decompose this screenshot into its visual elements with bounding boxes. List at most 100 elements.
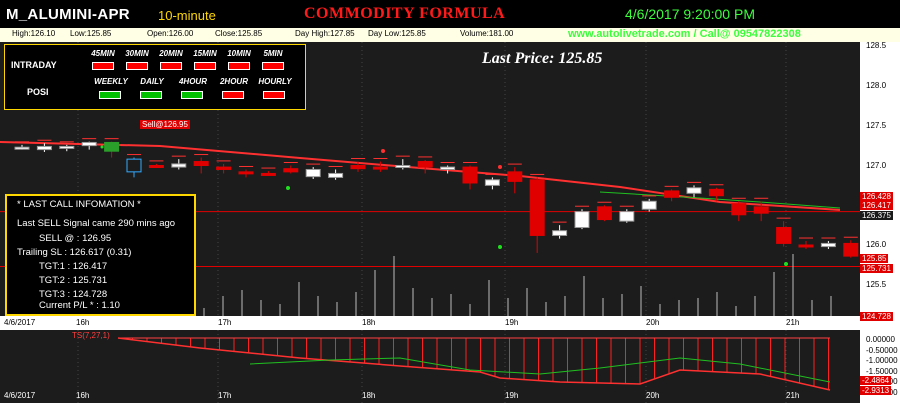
signal-indicator-45min: [92, 62, 114, 70]
sell-dot: [498, 165, 502, 169]
date-label: 20h: [646, 318, 660, 327]
date-label: 20h: [646, 391, 660, 400]
indicator-tick: -1.50000: [866, 366, 898, 376]
candle: [81, 141, 97, 147]
ts-indicator-label: TS(7,27,1): [72, 331, 110, 340]
signal-indicator-2hour: [222, 91, 244, 99]
high-value: High:126.10: [12, 29, 56, 38]
candle: [820, 242, 836, 248]
candle: [529, 179, 545, 236]
candle: [14, 146, 30, 150]
indicator-tag: -2.9313: [860, 386, 892, 395]
price-tick: 127.0: [866, 160, 887, 170]
candle: [596, 206, 612, 221]
date-label: 4/6/2017: [4, 318, 36, 327]
candle: [59, 145, 75, 149]
signal-label-2hour: 2HOUR: [219, 77, 248, 86]
candle: [686, 187, 702, 194]
candle: [238, 171, 254, 175]
price-tag: 126.417: [860, 201, 893, 210]
target-2: TGT:2 : 125.731: [39, 275, 108, 286]
low-value: Low:125.85: [70, 29, 112, 38]
signal-label-20min: 20MIN: [159, 49, 183, 58]
target-3: TGT:3 : 124.728: [39, 289, 108, 300]
ohlc-info-bar: High:126.10 Low:125.85 Open:126.00 Close…: [0, 28, 900, 42]
brand-title: COMMODITY FORMULA: [304, 5, 506, 22]
candle: [126, 158, 142, 173]
signal-label-45min: 45MIN: [91, 49, 115, 58]
sell-price: SELL @ : 126.95: [39, 233, 112, 244]
price-tick: 125.5: [866, 279, 887, 289]
indicator-tag: -2.4864: [860, 376, 892, 385]
intraday-label: INTRADAY: [11, 60, 57, 70]
candle: [260, 172, 276, 176]
candle: [619, 211, 635, 222]
candle: [104, 141, 120, 152]
date-label: 19h: [505, 318, 519, 327]
ts-line: [117, 337, 831, 391]
date-label: 16h: [76, 391, 90, 400]
signal-label-4hour: 4HOUR: [178, 77, 207, 86]
date-label: 16h: [76, 318, 90, 327]
indicator-tick: -0.50000: [866, 345, 898, 355]
signal-label-15min: 15MIN: [193, 49, 217, 58]
signal-label-5min: 5MIN: [263, 49, 283, 58]
candle: [798, 244, 814, 248]
day-high-value: Day High:127.85: [295, 29, 355, 38]
buy-dot: [100, 145, 104, 149]
candle: [641, 200, 657, 210]
date-label: 4/6/2017: [4, 391, 36, 400]
sell-signal-tag: Sell@126.95: [140, 120, 190, 129]
candle: [216, 166, 232, 170]
candle: [171, 163, 187, 168]
candle: [731, 203, 747, 216]
candle: [193, 161, 209, 167]
indicator-chart-area[interactable]: [0, 330, 860, 403]
target-1: TGT:1 : 126.417: [39, 261, 108, 272]
price-tick: 128.5: [866, 41, 887, 51]
indicator-tick: 0.00000: [866, 335, 895, 344]
last-signal-text: Last SELL Signal came 290 mins ago: [17, 218, 176, 229]
candle: [664, 190, 680, 198]
date-axis: [0, 316, 900, 330]
price-tick: 128.0: [866, 81, 887, 90]
price-tag: 124.728: [860, 312, 893, 321]
date-label: 19h: [505, 391, 519, 400]
candle: [350, 165, 366, 170]
signal-panel: INTRADAY POSI 45MIN 30MIN 20MIN 15MIN 10MIN 5…: [4, 44, 306, 110]
candle: [708, 188, 724, 197]
candle: [484, 179, 500, 186]
date-label: 18h: [362, 391, 376, 400]
signal-indicator-15min: [194, 62, 216, 70]
candle: [776, 227, 792, 244]
signal-label-weekly: WEEKLY: [94, 77, 128, 86]
candle: [843, 242, 859, 257]
indicator-tick: -1.00000: [866, 356, 898, 365]
signal-indicator-10min: [228, 62, 250, 70]
price-tag: 126.375: [860, 211, 893, 220]
price-tag: 126.428: [860, 192, 893, 201]
signal-label-30min: 30MIN: [125, 49, 149, 58]
candle: [574, 211, 590, 229]
ts-indicator-chart[interactable]: [0, 330, 860, 403]
candle: [305, 168, 321, 178]
signal-indicator-weekly: [99, 91, 121, 99]
posi-label: POSI: [27, 87, 49, 97]
interval-label[interactable]: 10-minute: [158, 8, 216, 23]
website-link[interactable]: www.autolivetrade.com / Call@ 0954782230…: [568, 28, 801, 40]
date-label: 17h: [218, 391, 232, 400]
price-tick: 127.5: [866, 120, 887, 130]
buy-dot: [784, 262, 788, 266]
candle: [36, 145, 52, 151]
price-tag: 125.85: [860, 254, 889, 263]
candle: [552, 230, 568, 236]
last-call-title: * LAST CALL INFOMATION *: [17, 199, 141, 210]
current-pl: Current P/L * : 1.10: [39, 300, 120, 311]
signal-label-daily: DAILY: [140, 77, 164, 86]
ts-signal-line: [249, 357, 831, 383]
price-tick: 126.0: [866, 240, 887, 249]
candlestick-chart[interactable]: [0, 42, 860, 316]
symbol-title: M_ALUMINI-APR: [6, 6, 130, 23]
candle: [283, 168, 299, 173]
day-low-value: Day Low:125.85: [368, 29, 426, 38]
